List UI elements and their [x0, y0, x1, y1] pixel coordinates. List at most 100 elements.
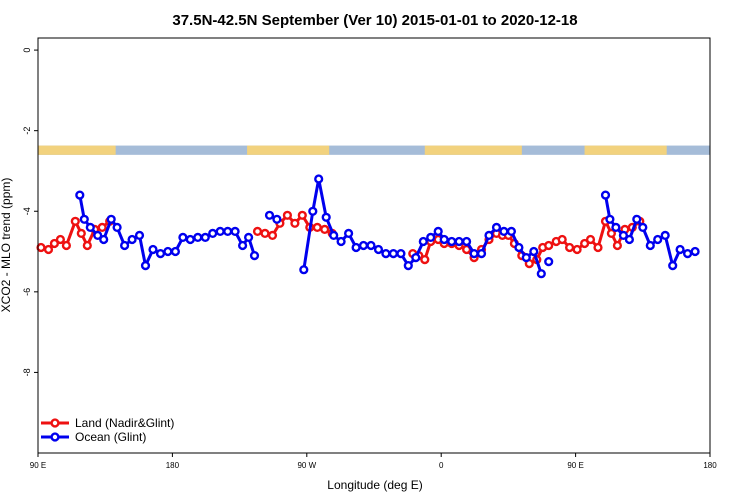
- data-point: [230, 226, 240, 237]
- data-point: [193, 232, 203, 243]
- data-point: [267, 230, 278, 241]
- legend: Land (Nadir&Glint)Ocean (Glint): [41, 416, 174, 444]
- y-tick-label: 0: [22, 48, 32, 53]
- data-point: [127, 234, 137, 245]
- data-point: [557, 234, 567, 245]
- data-point: [185, 234, 195, 245]
- data-point: [99, 234, 109, 245]
- data-point: [249, 251, 260, 261]
- land-band-segment: [247, 145, 330, 155]
- data-point: [351, 242, 361, 253]
- data-point: [155, 249, 166, 259]
- y-axis-label: XCO2 - MLO trend (ppm): [0, 178, 13, 313]
- data-point: [61, 240, 72, 251]
- data-point: [544, 257, 554, 267]
- data-point: [93, 230, 103, 241]
- data-point: [381, 249, 391, 259]
- data-point: [290, 218, 300, 228]
- data-point: [299, 265, 309, 275]
- data-point: [403, 261, 413, 271]
- series-layer: [36, 174, 700, 279]
- data-point: [85, 222, 95, 233]
- data-point: [411, 253, 421, 263]
- data-point: [264, 210, 275, 220]
- data-point: [564, 242, 575, 253]
- legend-item: Ocean (Glint): [41, 430, 146, 444]
- data-point: [238, 240, 248, 251]
- y-tick-label: -8: [22, 368, 32, 376]
- data-point: [49, 238, 60, 249]
- data-point: [223, 226, 233, 237]
- data-point: [618, 230, 629, 241]
- data-point: [418, 236, 428, 247]
- data-point: [208, 228, 218, 239]
- data-point: [420, 255, 430, 265]
- data-point: [572, 244, 582, 255]
- data-point: [282, 210, 293, 220]
- data-point: [112, 222, 122, 233]
- data-point: [426, 232, 436, 243]
- y-tick-label: -2: [22, 127, 32, 135]
- data-point: [134, 230, 145, 241]
- data-point: [469, 249, 479, 259]
- data-point: [638, 222, 648, 233]
- data-point: [536, 269, 546, 279]
- x-tick-label: 90 W: [297, 461, 316, 470]
- data-point: [36, 242, 46, 253]
- x-axis: 90 E 180 90 W 0 90 E 180: [30, 453, 717, 470]
- data-point: [499, 226, 509, 237]
- chart-title: 37.5N-42.5N September (Ver 10) 2015-01-0…: [172, 12, 577, 29]
- data-point: [260, 228, 270, 239]
- legend-label: Ocean (Glint): [75, 430, 146, 444]
- data-point: [297, 210, 307, 220]
- data-point: [506, 226, 517, 237]
- data-point: [579, 238, 590, 249]
- data-point: [97, 222, 107, 233]
- data-point: [329, 230, 339, 241]
- land-band-segment: [424, 145, 522, 155]
- data-point: [358, 240, 369, 251]
- data-point: [675, 244, 685, 255]
- data-point: [660, 230, 670, 241]
- data-point: [321, 212, 331, 222]
- data-point: [491, 222, 502, 233]
- series-ocean: [75, 174, 700, 279]
- data-point: [75, 190, 85, 200]
- data-point: [612, 240, 623, 251]
- data-point: [163, 246, 173, 257]
- data-point: [476, 249, 487, 259]
- data-point: [529, 246, 539, 257]
- data-point: [388, 249, 399, 259]
- land-band-segment: [38, 145, 116, 155]
- data-point: [200, 232, 210, 243]
- data-point: [314, 174, 324, 184]
- data-point: [336, 236, 346, 247]
- data-point: [605, 214, 615, 224]
- data-point: [366, 240, 376, 251]
- data-point: [585, 234, 596, 245]
- data-point: [653, 234, 663, 245]
- data-point: [344, 228, 354, 239]
- data-point: [215, 226, 225, 237]
- legend-item: Land (Nadir&Glint): [41, 416, 174, 430]
- data-point: [396, 249, 406, 259]
- y-tick-label: -6: [22, 288, 32, 296]
- data-point: [272, 214, 282, 224]
- data-point: [140, 261, 151, 271]
- x-tick-label: 180: [166, 461, 180, 470]
- data-point: [600, 190, 611, 200]
- y-axis: 0 -2 -4 -6 -8: [22, 48, 38, 376]
- data-point: [521, 253, 531, 263]
- data-point: [373, 244, 384, 255]
- data-point: [70, 216, 80, 226]
- x-axis-label: Longitude (deg E): [327, 478, 422, 492]
- land-band-segment: [584, 145, 667, 155]
- data-point: [462, 236, 472, 247]
- x-tick-label: 90 E: [30, 461, 46, 470]
- data-point: [312, 222, 322, 233]
- data-point: [76, 228, 86, 239]
- data-point: [454, 236, 464, 247]
- data-point: [178, 232, 188, 243]
- ocean-band: [38, 145, 710, 155]
